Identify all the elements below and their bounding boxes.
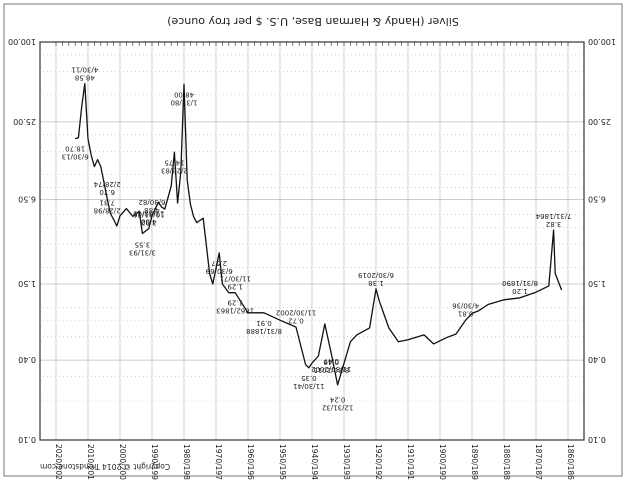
annotation-value: 3.55 — [135, 240, 151, 248]
annotation-date: 2/28/83 — [161, 166, 188, 174]
annotation-value: 0.72 — [288, 316, 304, 324]
annotation-date: 8/31/1888 — [246, 327, 282, 335]
annotation-value: 14.75 — [164, 158, 184, 166]
annotation-value: 1.29 — [227, 299, 243, 307]
y-tick-label-left: 0.10 — [588, 435, 606, 444]
y-axis-right: 0.10 0.40 1.50 6.50 25.00 100.00 — [8, 37, 36, 444]
x-tick-label: 2010/2011 — [86, 444, 95, 480]
copyright-notice: Copyright © 2014 Trendstone.com — [40, 462, 170, 471]
x-tick-label: 1910/1911 — [406, 444, 415, 480]
x-tick-label: 1990/1991 — [150, 444, 159, 480]
annotation-date: 1862/1863 — [216, 307, 254, 315]
x-tick-label: 1860/1861 — [566, 444, 575, 480]
annotation-value: 7.31 — [99, 199, 115, 207]
chart-title: Silver (Handy & Harman Base, U.S. $ per … — [167, 15, 459, 28]
x-tick-label: 1920/1921 — [374, 444, 383, 480]
silver-price-line — [75, 82, 563, 386]
y-tick-label-left: 6.50 — [588, 194, 606, 203]
y-tick-label-left: 100.00 — [588, 37, 616, 46]
annotation-value: 3.92 — [141, 219, 157, 227]
y-tick-label-right: 1.50 — [18, 279, 36, 288]
annotation-value: 3.82 — [546, 220, 562, 228]
annotation-value: 0.91 — [256, 319, 272, 327]
y-tick-label-left: 25.00 — [588, 117, 611, 126]
y-axis-left: 0.10 0.40 1.50 6.50 25.00 100.00 — [588, 37, 616, 444]
x-tick-label: 1940/1941 — [310, 444, 319, 480]
y-tick-label-right: 25.00 — [13, 117, 36, 126]
chart-border — [3, 3, 623, 477]
annotation-date: 4/30/11 — [71, 66, 98, 74]
x-tick-label: 1970/1971 — [214, 444, 223, 480]
x-tick-label: 1930/1931 — [342, 444, 351, 480]
annotation-date: 10/31/76 — [133, 211, 165, 219]
x-tick-label: 1980/1981 — [182, 444, 191, 480]
annotation-value: 0.47 — [323, 357, 339, 365]
annotation-value: 1.20 — [512, 287, 528, 295]
annotation-date: 1/31/80 — [171, 98, 198, 106]
y-tick-label-right: 6.50 — [18, 194, 36, 203]
annotation-value: 0.81 — [458, 309, 474, 317]
x-tick-label: 1960/1961 — [246, 444, 255, 480]
annotation-date: 11/30/2002 — [311, 365, 351, 373]
annotation-date: 2/28/74 — [93, 180, 121, 188]
annotation-date: 6/30/2019 — [358, 271, 394, 279]
annotation-value: 48.58 — [75, 74, 95, 82]
annotation-date: 11/30/2002 — [276, 308, 316, 316]
annotation-value: 2.57 — [211, 259, 227, 267]
y-tick-label-right: 100.00 — [8, 37, 36, 46]
x-tick-label: 2000/2001 — [118, 444, 127, 480]
annotation-date: 6/30/13 — [62, 153, 89, 161]
y-tick-label-right: 0.40 — [18, 355, 36, 364]
x-tick-label: 1880/1881 — [502, 444, 511, 480]
y-tick-label-right: 0.10 — [18, 435, 36, 444]
annotation-date: 12/31/32 — [322, 404, 353, 412]
annotation-date: 7/31/1864 — [535, 212, 571, 220]
annotation-value: 48.00 — [174, 90, 194, 98]
x-tick-label: 2020/2021 — [54, 444, 63, 480]
x-tick-label: 1950/1951 — [278, 444, 287, 480]
annotation-date: 6/30/82 — [139, 198, 166, 206]
annotation-value: 18.70 — [65, 145, 85, 153]
x-tick-label: 1890/1891 — [470, 444, 479, 480]
annotation-value: 0.46 — [323, 358, 339, 366]
gridlines — [40, 41, 584, 441]
annotation-value: 1.38 — [368, 279, 384, 287]
annotation-value: 4.00 — [141, 217, 157, 225]
y-tick-label-left: 1.50 — [588, 279, 606, 288]
annotation-value: 1.29 — [227, 283, 243, 291]
x-tick-label: 1870/1871 — [534, 444, 543, 480]
annotation-date: 8/30/2015 — [313, 366, 349, 374]
annotation-value: 4.88 — [144, 206, 160, 214]
annotation-value: 0.35 — [301, 374, 317, 382]
annotation-value: 0.24 — [329, 396, 345, 404]
x-tick-label: 1900/1901 — [438, 444, 447, 480]
annotation-date: 11/30/41 — [293, 382, 324, 390]
annotation-date: 6/30/69 — [206, 267, 233, 275]
annotation-date: 4/30/36 — [452, 301, 480, 309]
annotation-date: 8/31/1890 — [502, 279, 538, 287]
annotation-date: 11/30/01 — [133, 209, 164, 217]
annotation-date: 3/31/93 — [129, 248, 156, 256]
annotation-date: 2/28/98 — [94, 207, 121, 215]
x-axis: 1860/1861 1870/1871 1880/1881 1890/1891 1900… — [54, 42, 575, 484]
y-tick-label-left: 0.40 — [588, 355, 606, 364]
price-annotations: 1.291862/18633.827/31/18640.918/31/18881… — [62, 66, 572, 412]
annotation-date: 11/30/71 — [219, 275, 250, 283]
annotation-value: 6.70 — [99, 188, 115, 196]
